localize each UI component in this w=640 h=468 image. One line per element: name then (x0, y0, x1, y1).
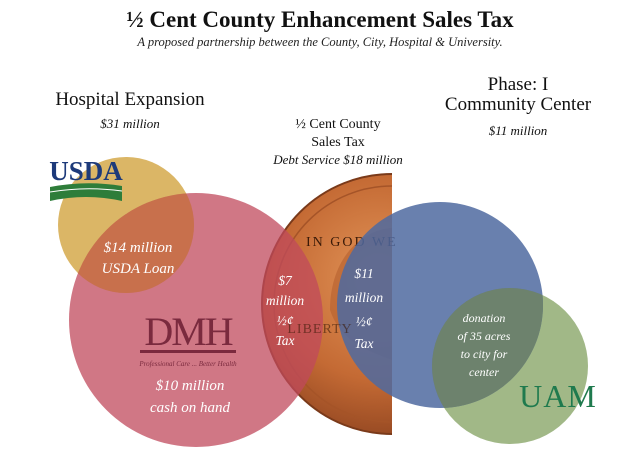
usda-hospital-overlap (69, 193, 194, 293)
community-amount: $11 million (489, 123, 548, 138)
penny-debt-service: Debt Service $18 million (272, 152, 403, 167)
cash-amount: $10 million (156, 378, 225, 394)
svg-text:Professional Care ... Better H: Professional Care ... Better Health (138, 360, 237, 368)
community-tax-amount: $11 (354, 266, 373, 281)
penny-heading-line1: ½ Cent County (295, 117, 380, 132)
svg-text:DMH: DMH (144, 309, 232, 354)
donation-line2: of 35 acres (458, 329, 511, 343)
hospital-tax-cent: ½¢ (277, 313, 294, 328)
hospital-tax-label: Tax (275, 333, 294, 348)
usda-logo: USDA (49, 156, 123, 201)
dmh-logo: DMH Professional Care ... Better Health (138, 309, 237, 368)
hospital-heading: Hospital Expansion (55, 89, 205, 110)
usda-loan-amount: $14 million (104, 240, 173, 256)
community-tax-million: million (345, 290, 384, 305)
cash-label: cash on hand (150, 400, 230, 416)
usda-loan-label: USDA Loan (102, 261, 175, 277)
hospital-tax-amount: $7 (278, 273, 293, 288)
page-title: ½ Cent County Enhancement Sales Tax (126, 7, 514, 32)
community-heading-line1: Phase: I (488, 74, 549, 95)
penny-liberty: LIBERTY (287, 322, 352, 337)
community-tax-cent: ½¢ (356, 314, 373, 329)
community-tax-label: Tax (354, 336, 373, 351)
community-heading-line2: Community Center (445, 94, 592, 115)
uam-logo: UAM (519, 378, 597, 414)
svg-text:USDA: USDA (49, 156, 123, 186)
donation-line4: center (469, 365, 499, 379)
page-subtitle: A proposed partnership between the Count… (136, 35, 502, 49)
donation-line1: donation (463, 311, 506, 325)
hospital-tax-million: million (266, 293, 305, 308)
donation-line3: to city for (461, 347, 508, 361)
penny-heading-line2: Sales Tax (311, 135, 365, 150)
hospital-amount: $31 million (100, 116, 160, 131)
